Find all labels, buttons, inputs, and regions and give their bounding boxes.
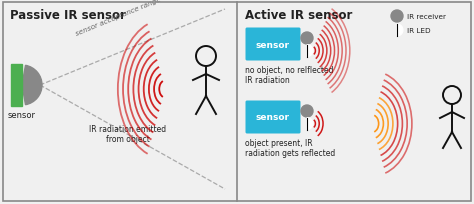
Text: no object, no relflected
IR radiation: no object, no relflected IR radiation bbox=[245, 66, 334, 85]
Text: IR radiation emitted
from object: IR radiation emitted from object bbox=[90, 124, 166, 144]
Text: Active IR sensor: Active IR sensor bbox=[245, 9, 352, 22]
Wedge shape bbox=[307, 118, 313, 130]
Circle shape bbox=[391, 11, 403, 23]
Bar bbox=[11, 65, 22, 106]
Wedge shape bbox=[397, 25, 403, 37]
Circle shape bbox=[301, 105, 313, 118]
Wedge shape bbox=[22, 66, 42, 105]
Text: sensor: sensor bbox=[256, 40, 290, 49]
Text: sensor: sensor bbox=[8, 110, 36, 119]
Text: IR receiver: IR receiver bbox=[407, 14, 446, 20]
Text: sensor acceptance range: sensor acceptance range bbox=[75, 0, 162, 37]
Text: sensor: sensor bbox=[256, 113, 290, 122]
FancyBboxPatch shape bbox=[246, 28, 301, 61]
Text: object present, IR
radiation gets reflected: object present, IR radiation gets reflec… bbox=[245, 138, 335, 158]
Text: IR LED: IR LED bbox=[407, 28, 430, 34]
Wedge shape bbox=[307, 45, 313, 57]
Text: Passive IR sensor: Passive IR sensor bbox=[10, 9, 126, 22]
FancyBboxPatch shape bbox=[246, 101, 301, 134]
Circle shape bbox=[301, 33, 313, 45]
